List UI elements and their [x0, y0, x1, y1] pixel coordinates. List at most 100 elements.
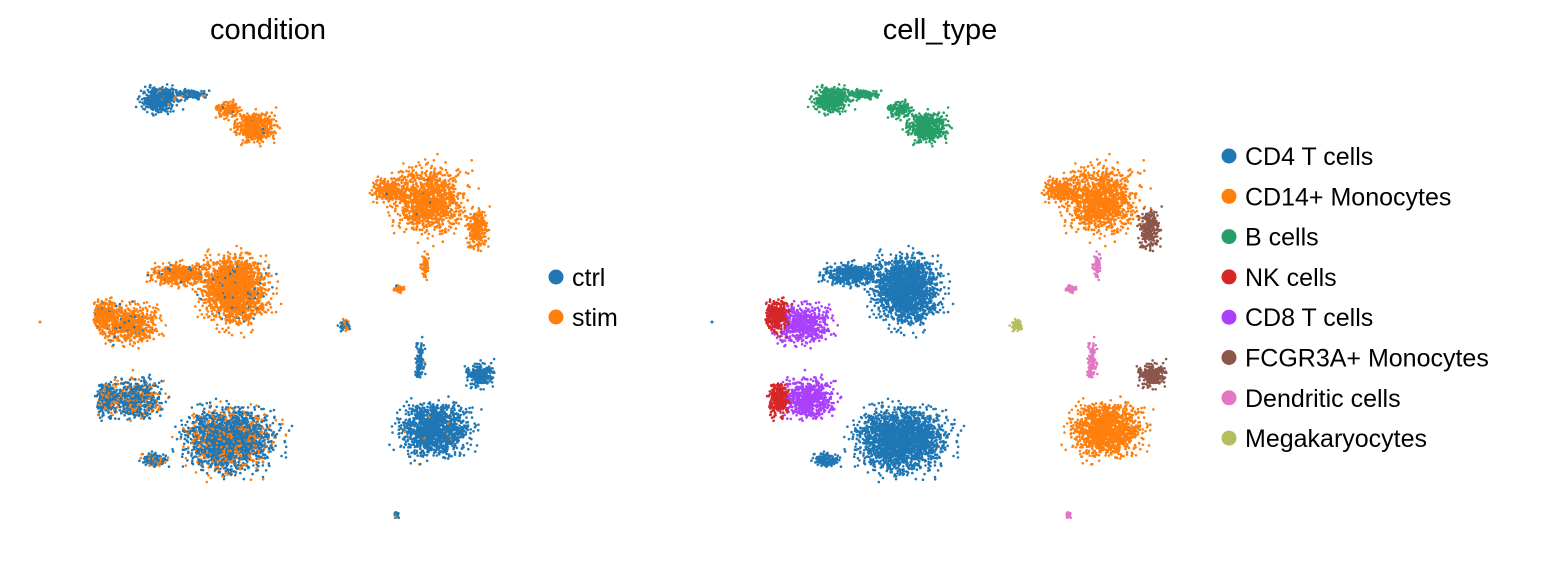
cell-point — [247, 295, 250, 298]
cell-point — [155, 109, 158, 112]
cell-point — [196, 276, 199, 279]
cell-point — [171, 282, 174, 285]
cell-point — [160, 92, 163, 95]
cell-point — [166, 83, 169, 86]
cell-point — [235, 130, 238, 133]
cell-point — [208, 89, 211, 92]
cell-point — [129, 309, 132, 312]
cell-point — [239, 276, 242, 279]
cell-point — [248, 287, 251, 290]
cell-point — [242, 278, 245, 281]
cell-point — [259, 311, 262, 314]
cell-point — [207, 310, 210, 313]
cell-point — [235, 107, 238, 110]
cell-point — [216, 272, 219, 275]
cell-point — [201, 304, 204, 307]
cell-point — [194, 305, 197, 308]
cell-point — [119, 303, 122, 306]
cell-point — [235, 112, 238, 115]
cell-point — [245, 123, 248, 126]
cell-point — [142, 108, 145, 111]
cell-point — [230, 314, 233, 317]
cell-point — [259, 145, 262, 148]
cell-point — [253, 135, 256, 138]
cell-point — [116, 330, 119, 333]
cell-point — [199, 275, 202, 278]
cell-point — [99, 328, 102, 331]
cell-point — [138, 338, 141, 341]
cell-point — [215, 314, 218, 317]
cell-point — [201, 293, 204, 296]
cell-point — [189, 266, 192, 269]
cell-point — [272, 118, 275, 121]
cell-point — [264, 114, 267, 117]
cell-point — [155, 89, 158, 92]
cell-point — [241, 307, 244, 310]
cell-point — [137, 347, 140, 350]
cell-point — [233, 258, 236, 261]
cell-point — [164, 99, 167, 102]
cell-point — [183, 281, 186, 284]
cell-point — [207, 285, 210, 288]
cell-point — [159, 277, 162, 280]
cell-point — [179, 264, 182, 267]
cell-point — [118, 306, 121, 309]
cell-point — [175, 266, 178, 269]
cell-point — [138, 96, 141, 99]
cell-point — [209, 265, 212, 268]
cell-point — [108, 314, 111, 317]
cell-point — [242, 315, 245, 318]
cell-point — [259, 262, 262, 265]
cell-point — [263, 268, 266, 271]
cell-point — [147, 271, 150, 274]
cell-point — [123, 345, 126, 348]
cell-point — [247, 324, 250, 327]
cell-point — [167, 90, 170, 93]
cell-point — [182, 108, 185, 111]
cell-point — [100, 316, 103, 319]
cell-point — [159, 314, 162, 317]
cell-point — [146, 111, 149, 114]
cell-point — [267, 122, 270, 125]
cell-point — [222, 272, 225, 275]
cell-point — [253, 288, 256, 291]
cell-point — [230, 293, 233, 296]
cell-point — [243, 271, 246, 274]
cell-point — [276, 292, 279, 295]
cell-point — [124, 340, 127, 343]
cell-point — [270, 111, 273, 114]
cell-point — [139, 332, 142, 335]
cell-point — [244, 286, 247, 289]
cell-point — [109, 308, 112, 311]
cell-point — [147, 274, 150, 277]
cell-point — [246, 112, 249, 115]
cell-point — [230, 300, 233, 303]
cell-point — [168, 96, 171, 99]
cell-point — [139, 306, 142, 309]
cell-point — [157, 272, 160, 275]
cell-point — [258, 114, 261, 117]
cell-point — [156, 303, 159, 306]
cell-point — [244, 141, 247, 144]
cell-point — [263, 292, 266, 295]
cell-point — [116, 310, 119, 313]
cell-point — [115, 305, 118, 308]
cell-point — [229, 285, 232, 288]
cell-point — [109, 341, 112, 344]
cell-point — [206, 279, 209, 282]
cell-point — [174, 281, 177, 284]
cell-point — [258, 142, 261, 145]
cell-point — [239, 113, 242, 116]
cell-point — [245, 308, 248, 311]
cell-point — [105, 298, 108, 301]
cell-point — [113, 332, 116, 335]
cell-point — [262, 309, 265, 312]
cell-point — [119, 311, 122, 314]
cell-point — [259, 308, 262, 311]
cell-point — [236, 304, 239, 307]
cell-point — [243, 336, 246, 339]
cell-point — [261, 112, 264, 115]
cell-point — [168, 278, 171, 281]
cell-point — [234, 316, 237, 319]
